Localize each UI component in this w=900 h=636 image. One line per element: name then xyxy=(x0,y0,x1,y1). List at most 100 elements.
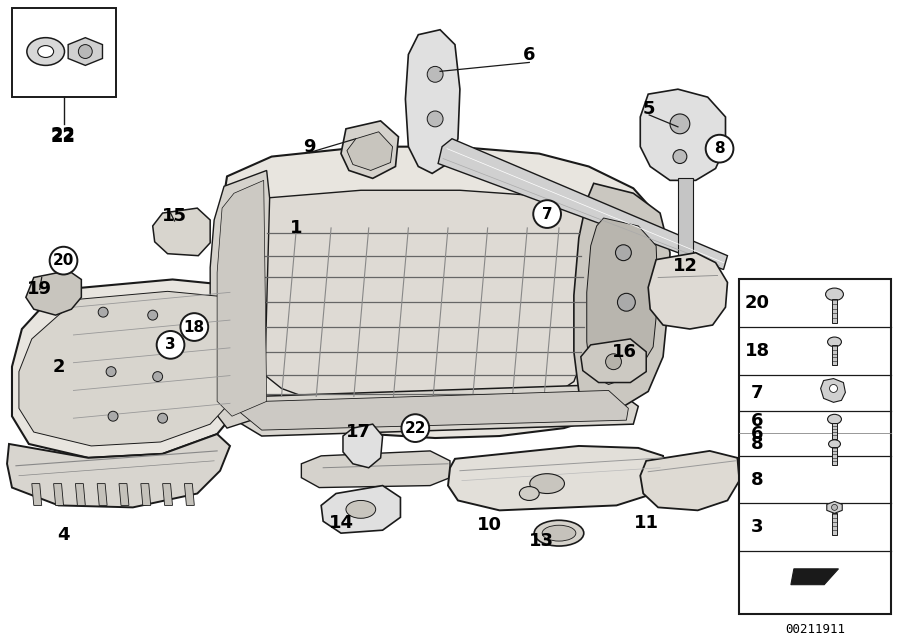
Polygon shape xyxy=(405,30,460,174)
Polygon shape xyxy=(7,434,230,508)
Text: 11: 11 xyxy=(634,515,659,532)
Polygon shape xyxy=(580,339,646,382)
Circle shape xyxy=(106,367,116,377)
Polygon shape xyxy=(640,89,725,181)
Circle shape xyxy=(533,200,561,228)
Text: 15: 15 xyxy=(162,207,187,225)
Polygon shape xyxy=(321,485,400,533)
Text: 18: 18 xyxy=(744,342,770,360)
Circle shape xyxy=(50,247,77,275)
Circle shape xyxy=(181,313,208,341)
Polygon shape xyxy=(76,483,86,506)
Ellipse shape xyxy=(27,38,65,66)
Text: 8: 8 xyxy=(751,435,763,453)
Text: 4: 4 xyxy=(58,526,70,544)
Bar xyxy=(832,299,838,322)
Circle shape xyxy=(616,344,632,360)
Text: 13: 13 xyxy=(528,532,554,550)
Text: 22: 22 xyxy=(51,128,76,146)
Polygon shape xyxy=(140,483,150,506)
Polygon shape xyxy=(240,190,598,414)
Text: 18: 18 xyxy=(184,319,205,335)
Ellipse shape xyxy=(829,440,841,448)
Text: 16: 16 xyxy=(612,343,637,361)
Ellipse shape xyxy=(519,487,539,501)
Text: 10: 10 xyxy=(477,516,502,534)
Ellipse shape xyxy=(542,525,576,541)
Polygon shape xyxy=(12,279,254,458)
Circle shape xyxy=(157,331,184,359)
Polygon shape xyxy=(302,451,450,488)
Bar xyxy=(832,423,837,438)
Polygon shape xyxy=(240,391,628,430)
Ellipse shape xyxy=(825,288,843,301)
Polygon shape xyxy=(346,132,392,170)
Polygon shape xyxy=(791,569,839,584)
Text: 20: 20 xyxy=(53,253,74,268)
Polygon shape xyxy=(163,483,173,506)
Circle shape xyxy=(617,293,635,311)
Polygon shape xyxy=(438,139,727,270)
Circle shape xyxy=(670,114,689,134)
Circle shape xyxy=(158,413,167,423)
Polygon shape xyxy=(19,291,246,446)
Polygon shape xyxy=(26,270,81,315)
Polygon shape xyxy=(97,483,107,506)
Text: 7: 7 xyxy=(542,207,553,221)
Polygon shape xyxy=(343,424,382,467)
Text: 17: 17 xyxy=(346,423,372,441)
Bar xyxy=(740,279,891,614)
Polygon shape xyxy=(341,121,399,178)
Polygon shape xyxy=(448,446,666,510)
Circle shape xyxy=(428,111,443,127)
Ellipse shape xyxy=(828,337,842,347)
Text: 9: 9 xyxy=(303,137,316,156)
Polygon shape xyxy=(827,501,842,513)
Polygon shape xyxy=(640,451,740,510)
Circle shape xyxy=(78,45,93,59)
Ellipse shape xyxy=(38,46,54,57)
Circle shape xyxy=(108,411,118,421)
Circle shape xyxy=(832,504,838,510)
Circle shape xyxy=(606,354,621,370)
Ellipse shape xyxy=(346,501,375,518)
Text: 2: 2 xyxy=(52,357,65,376)
Bar xyxy=(832,513,838,535)
Circle shape xyxy=(830,385,838,392)
Polygon shape xyxy=(678,178,693,277)
Polygon shape xyxy=(56,259,71,272)
Text: 00211911: 00211911 xyxy=(785,623,845,636)
Circle shape xyxy=(673,149,687,163)
Polygon shape xyxy=(153,208,211,256)
Polygon shape xyxy=(119,483,129,506)
Text: 1: 1 xyxy=(290,219,302,237)
Text: 7: 7 xyxy=(751,384,763,402)
Text: 22: 22 xyxy=(405,420,426,436)
Polygon shape xyxy=(54,483,64,506)
Text: 19: 19 xyxy=(27,280,52,298)
Polygon shape xyxy=(648,252,727,329)
Polygon shape xyxy=(821,378,845,403)
Bar xyxy=(832,447,837,465)
Polygon shape xyxy=(232,385,638,436)
Circle shape xyxy=(98,307,108,317)
Text: 14: 14 xyxy=(328,515,354,532)
Text: 6: 6 xyxy=(751,412,763,430)
Polygon shape xyxy=(68,38,103,66)
Ellipse shape xyxy=(535,520,584,546)
Circle shape xyxy=(706,135,734,163)
Polygon shape xyxy=(574,183,670,408)
Polygon shape xyxy=(184,483,194,506)
Text: 22: 22 xyxy=(51,126,76,144)
Text: 8: 8 xyxy=(715,141,724,156)
Text: 20: 20 xyxy=(744,294,770,312)
Text: 8: 8 xyxy=(751,471,763,488)
Text: 12: 12 xyxy=(673,256,698,275)
Text: 6: 6 xyxy=(751,425,763,443)
Circle shape xyxy=(401,414,429,442)
Bar xyxy=(12,8,116,97)
Polygon shape xyxy=(587,218,658,385)
Polygon shape xyxy=(217,181,266,416)
Polygon shape xyxy=(32,483,41,506)
Circle shape xyxy=(148,310,157,320)
